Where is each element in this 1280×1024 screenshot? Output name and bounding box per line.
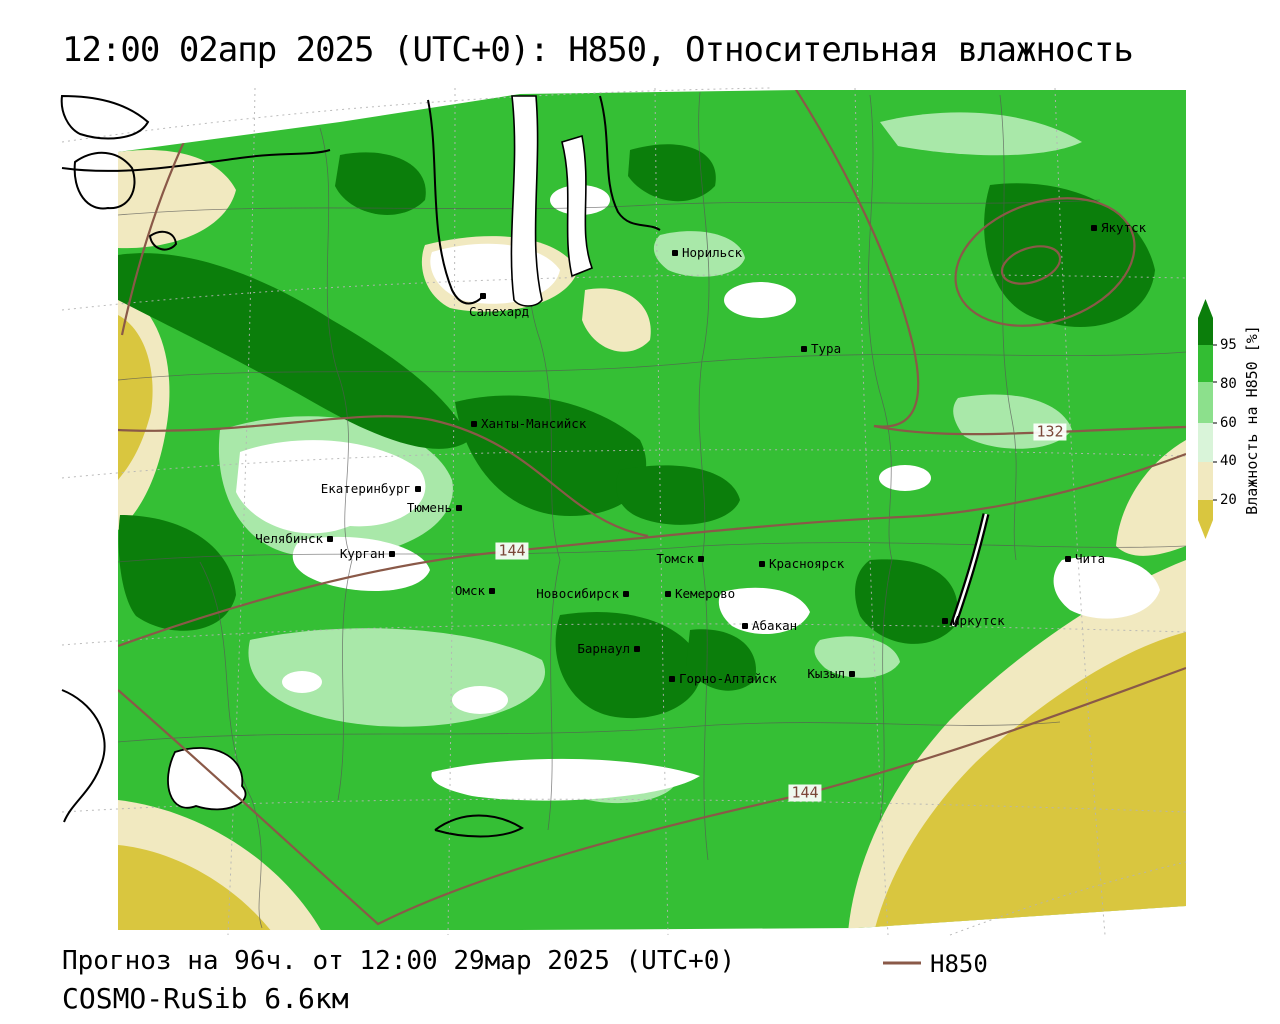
arctic-coast bbox=[61, 149, 331, 172]
colorbar-tick-label: 80 bbox=[1220, 375, 1237, 392]
colorbar-segment bbox=[1198, 382, 1213, 423]
city-label: Салехард bbox=[469, 304, 530, 319]
h850-contours bbox=[118, 90, 1186, 926]
city-dot bbox=[665, 591, 671, 597]
city-dot bbox=[672, 250, 678, 256]
city-label: Якутск bbox=[1101, 220, 1147, 235]
city-dot bbox=[942, 618, 948, 624]
city-label: Горно-Алтайск bbox=[679, 671, 777, 686]
city-dot bbox=[415, 486, 421, 492]
humidity-dark-green-layer bbox=[118, 144, 1155, 719]
caspian-coast bbox=[61, 689, 106, 823]
colorbar-segment bbox=[1198, 318, 1213, 345]
model-info-line: COSMO-RuSib 6.6км bbox=[62, 982, 349, 1015]
coastlines bbox=[60, 94, 990, 838]
city-dot bbox=[1065, 556, 1071, 562]
city-dot bbox=[471, 421, 477, 427]
city-label: Тюмень bbox=[406, 500, 452, 515]
city-dot bbox=[669, 676, 675, 682]
ob-bay bbox=[510, 95, 543, 307]
city-dot bbox=[698, 556, 704, 562]
city-dot bbox=[634, 646, 640, 652]
colorbar-segment bbox=[1198, 462, 1213, 500]
city-dot bbox=[1091, 225, 1097, 231]
city-dot bbox=[389, 551, 395, 557]
colorbar-tick-label: 20 bbox=[1220, 492, 1237, 508]
humidity-shading bbox=[118, 90, 1186, 930]
city-label: Иркутск bbox=[952, 613, 1005, 628]
colorbar-tick-label: 95 bbox=[1220, 337, 1237, 353]
city-label: Томск bbox=[656, 551, 694, 566]
arctic-island-icon bbox=[60, 94, 150, 140]
city-label: Омск bbox=[454, 583, 485, 598]
city-label: Чита bbox=[1075, 551, 1106, 566]
forecast-info-line: Прогноз на 96ч. от 12:00 29мар 2025 (UTC… bbox=[62, 946, 736, 976]
city-label: Барнаул bbox=[577, 641, 630, 656]
city-dot bbox=[623, 591, 629, 597]
city-label: Кызыл bbox=[807, 666, 845, 681]
city-dot bbox=[742, 623, 748, 629]
yamal-coast bbox=[427, 99, 484, 305]
colorbar-bottom-arrow bbox=[1198, 520, 1213, 539]
city-label: Новосибирск bbox=[536, 586, 619, 601]
colorbar-top-arrow bbox=[1198, 299, 1213, 318]
city-label: Норильск bbox=[682, 245, 743, 260]
city-dot bbox=[801, 346, 807, 352]
arctic-island-icon bbox=[73, 151, 136, 210]
city-label: Ханты-Мансийск bbox=[481, 416, 587, 431]
city-dot bbox=[480, 293, 486, 299]
taz-estuary bbox=[561, 134, 594, 278]
city-dot bbox=[759, 561, 765, 567]
contour-value-label: 144 bbox=[788, 784, 822, 802]
city-dot bbox=[327, 536, 333, 542]
lake-baikal-inner bbox=[951, 513, 988, 627]
legend-h850-label: H850 bbox=[930, 950, 988, 978]
colorbar-segment bbox=[1198, 500, 1213, 520]
city-label: Тура bbox=[811, 341, 842, 356]
gydan-coast bbox=[599, 95, 661, 231]
city-dot bbox=[456, 505, 462, 511]
admin-boundaries bbox=[118, 91, 1186, 929]
colorbar-axis-label: Влажность на H850 [%] bbox=[1243, 325, 1261, 515]
colorbar bbox=[1198, 299, 1217, 539]
colorbar-segment bbox=[1198, 423, 1213, 462]
arctic-island-icon bbox=[148, 230, 178, 251]
city-label: Челябинск bbox=[255, 531, 323, 546]
contour-value-label: 132 bbox=[1033, 423, 1067, 441]
city-label: Курган bbox=[339, 546, 385, 561]
balkhash-coast bbox=[434, 814, 524, 838]
colorbar-tickmarks bbox=[1213, 344, 1217, 501]
graticule bbox=[61, 87, 1187, 936]
city-label: Абакан bbox=[752, 618, 798, 633]
colorbar-segment bbox=[1198, 345, 1213, 382]
aral-lake bbox=[167, 747, 247, 811]
contour-value-label: 144 bbox=[495, 542, 529, 560]
city-label: Екатеринбург bbox=[320, 481, 411, 496]
city-label: Красноярск bbox=[769, 556, 845, 571]
city-dot bbox=[849, 671, 855, 677]
city-dot bbox=[489, 588, 495, 594]
humidity-mustard-layer bbox=[118, 315, 1186, 930]
colorbar-tick-label: 40 bbox=[1220, 453, 1237, 470]
city-label: Кемерово bbox=[675, 586, 736, 601]
colorbar-tick-label: 60 bbox=[1220, 414, 1237, 431]
page-title: 12:00 02апр 2025 (UTC+0): H850, Относите… bbox=[62, 30, 1134, 70]
